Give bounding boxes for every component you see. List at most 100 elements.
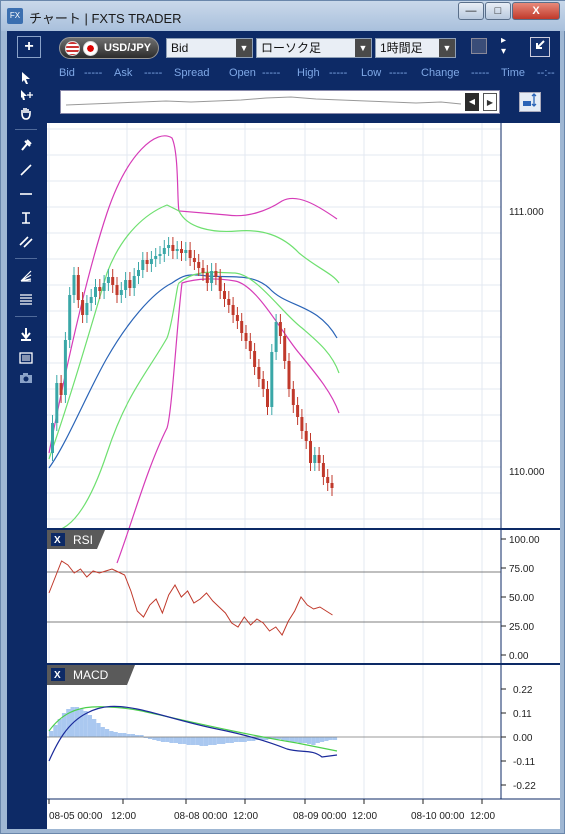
crosshair-tool[interactable] xyxy=(17,89,35,107)
chart-plot-area[interactable]: 111.000 110.000 X RSI 100.00 75.00 50.00 25… xyxy=(47,123,560,829)
candle-body xyxy=(115,285,119,295)
candle-body xyxy=(89,297,93,303)
candle-body xyxy=(188,250,192,258)
high-value: ----- xyxy=(329,67,348,79)
candle-body xyxy=(141,260,145,270)
layout-toggle-button[interactable] xyxy=(471,38,487,54)
time-axis-label: 08-10 00:00 xyxy=(411,811,465,822)
rsi-close-button[interactable] xyxy=(51,533,65,546)
hand-tool[interactable] xyxy=(17,106,35,124)
trendline-tool[interactable] xyxy=(17,163,35,181)
navigator-scrollbar[interactable]: ◀ ▶ xyxy=(60,90,500,114)
candle-body xyxy=(218,277,222,291)
macd-pane: X MACD 0.22 0.11 0.00 -0.11 -0.22 xyxy=(47,665,536,792)
macd-histogram-bar xyxy=(130,734,135,737)
crosshair-cursor-icon xyxy=(21,90,33,100)
macd-axis-label: -0.11 xyxy=(513,757,535,768)
candle-body xyxy=(214,271,218,277)
time-axis: 08-05 00:00 12:00 08-08 00:00 12:00 08-09 00… xyxy=(48,799,495,822)
channel-tool[interactable] xyxy=(17,235,35,253)
autoscale-button[interactable] xyxy=(519,92,541,112)
toolbar-divider xyxy=(15,258,37,259)
spread-label: Spread xyxy=(174,67,210,79)
macd-histogram-bar xyxy=(212,737,217,745)
vertical-line-tool[interactable] xyxy=(17,211,35,229)
t-line-icon xyxy=(22,212,30,224)
time-axis-label: 08-08 00:00 xyxy=(174,811,228,822)
macd-histogram-bar xyxy=(135,735,140,737)
candle-body xyxy=(296,405,300,417)
time-axis-label: 08-05 00:00 xyxy=(49,811,103,822)
change-label: Change xyxy=(421,67,460,79)
candle-body xyxy=(283,336,287,361)
candle-body xyxy=(158,254,162,256)
navigator-left-button[interactable]: ◀ xyxy=(465,93,479,111)
candle-body xyxy=(223,291,226,299)
snapshot-tool[interactable] xyxy=(17,371,35,389)
bollinger-upper-1sigma xyxy=(48,204,340,460)
fan-tool[interactable] xyxy=(17,269,35,287)
symbol-button[interactable]: USD/JPY xyxy=(59,37,159,59)
macd-histogram-bar xyxy=(242,737,247,742)
title-bar[interactable]: FX チャート | FXTS TRADER — □ X xyxy=(1,1,565,31)
macd-histogram-bar xyxy=(315,737,320,743)
candle-body xyxy=(98,287,102,291)
fibonacci-icon xyxy=(20,294,32,305)
fibonacci-tool[interactable] xyxy=(17,293,35,311)
macd-histogram-bar xyxy=(70,707,75,737)
horizontal-line-icon xyxy=(20,193,32,195)
add-chart-button[interactable]: + xyxy=(17,36,41,58)
candle-body xyxy=(132,276,136,288)
macd-histogram-bar xyxy=(216,737,221,744)
list-tool[interactable] xyxy=(17,351,35,369)
macd-histogram-bar xyxy=(182,737,187,744)
macd-histogram-bar xyxy=(147,737,153,739)
candle-body xyxy=(111,277,115,285)
us-flag-icon xyxy=(65,41,80,56)
list-icon xyxy=(19,352,33,364)
macd-close-button[interactable] xyxy=(51,668,65,681)
expand-right-icon[interactable]: ▸ xyxy=(501,35,507,46)
price-type-select[interactable]: Bid ▼ xyxy=(166,38,253,58)
minimize-button[interactable]: — xyxy=(458,2,484,20)
camera-icon xyxy=(20,373,32,383)
navigator-overview-line xyxy=(65,96,462,106)
candle-body xyxy=(72,275,76,295)
close-button[interactable]: X xyxy=(512,2,560,20)
candle-body xyxy=(149,259,153,264)
quote-bar: Bid ----- Ask ----- Spread Open ----- Hi… xyxy=(47,65,560,83)
close-icon[interactable]: X xyxy=(54,670,61,681)
candle-body xyxy=(119,290,123,295)
navigator-right-button[interactable]: ▶ xyxy=(483,93,497,111)
bollinger-lower-1sigma xyxy=(48,271,340,532)
macd-line xyxy=(48,705,338,762)
detach-button[interactable] xyxy=(530,37,550,57)
candle-body xyxy=(287,361,291,389)
bid-label: Bid xyxy=(59,67,75,79)
horizontal-line-tool[interactable] xyxy=(17,187,35,205)
macd-histogram-bar xyxy=(259,737,264,740)
maximize-button[interactable]: □ xyxy=(485,2,511,20)
download-tool[interactable] xyxy=(17,327,35,345)
expand-down-icon[interactable]: ▾ xyxy=(501,46,507,57)
macd-histogram-bar xyxy=(186,737,191,745)
pointer-tool[interactable] xyxy=(17,71,35,89)
price-chart-canvas[interactable]: 111.000 110.000 X RSI 100.00 75.00 50.00 25… xyxy=(47,123,560,829)
pin-tool[interactable] xyxy=(17,138,35,156)
parallel-lines-icon xyxy=(19,236,33,248)
candle-body xyxy=(240,321,244,333)
candle-body xyxy=(59,383,63,395)
chart-type-select[interactable]: ローソク足 ▼ xyxy=(256,38,372,58)
macd-histogram-bar xyxy=(324,737,329,741)
candle-body xyxy=(154,256,158,259)
cursor-icon xyxy=(22,72,30,84)
macd-axis-label: 0.11 xyxy=(513,709,532,720)
toolbar-divider xyxy=(15,129,37,130)
macd-histogram-bar xyxy=(49,731,54,737)
macd-histogram-bar xyxy=(311,737,316,745)
high-label: High xyxy=(297,67,320,79)
close-icon[interactable]: X xyxy=(54,535,61,546)
timeframe-select[interactable]: 1時間足 ▼ xyxy=(375,38,456,58)
macd-histogram-bar xyxy=(66,709,71,737)
